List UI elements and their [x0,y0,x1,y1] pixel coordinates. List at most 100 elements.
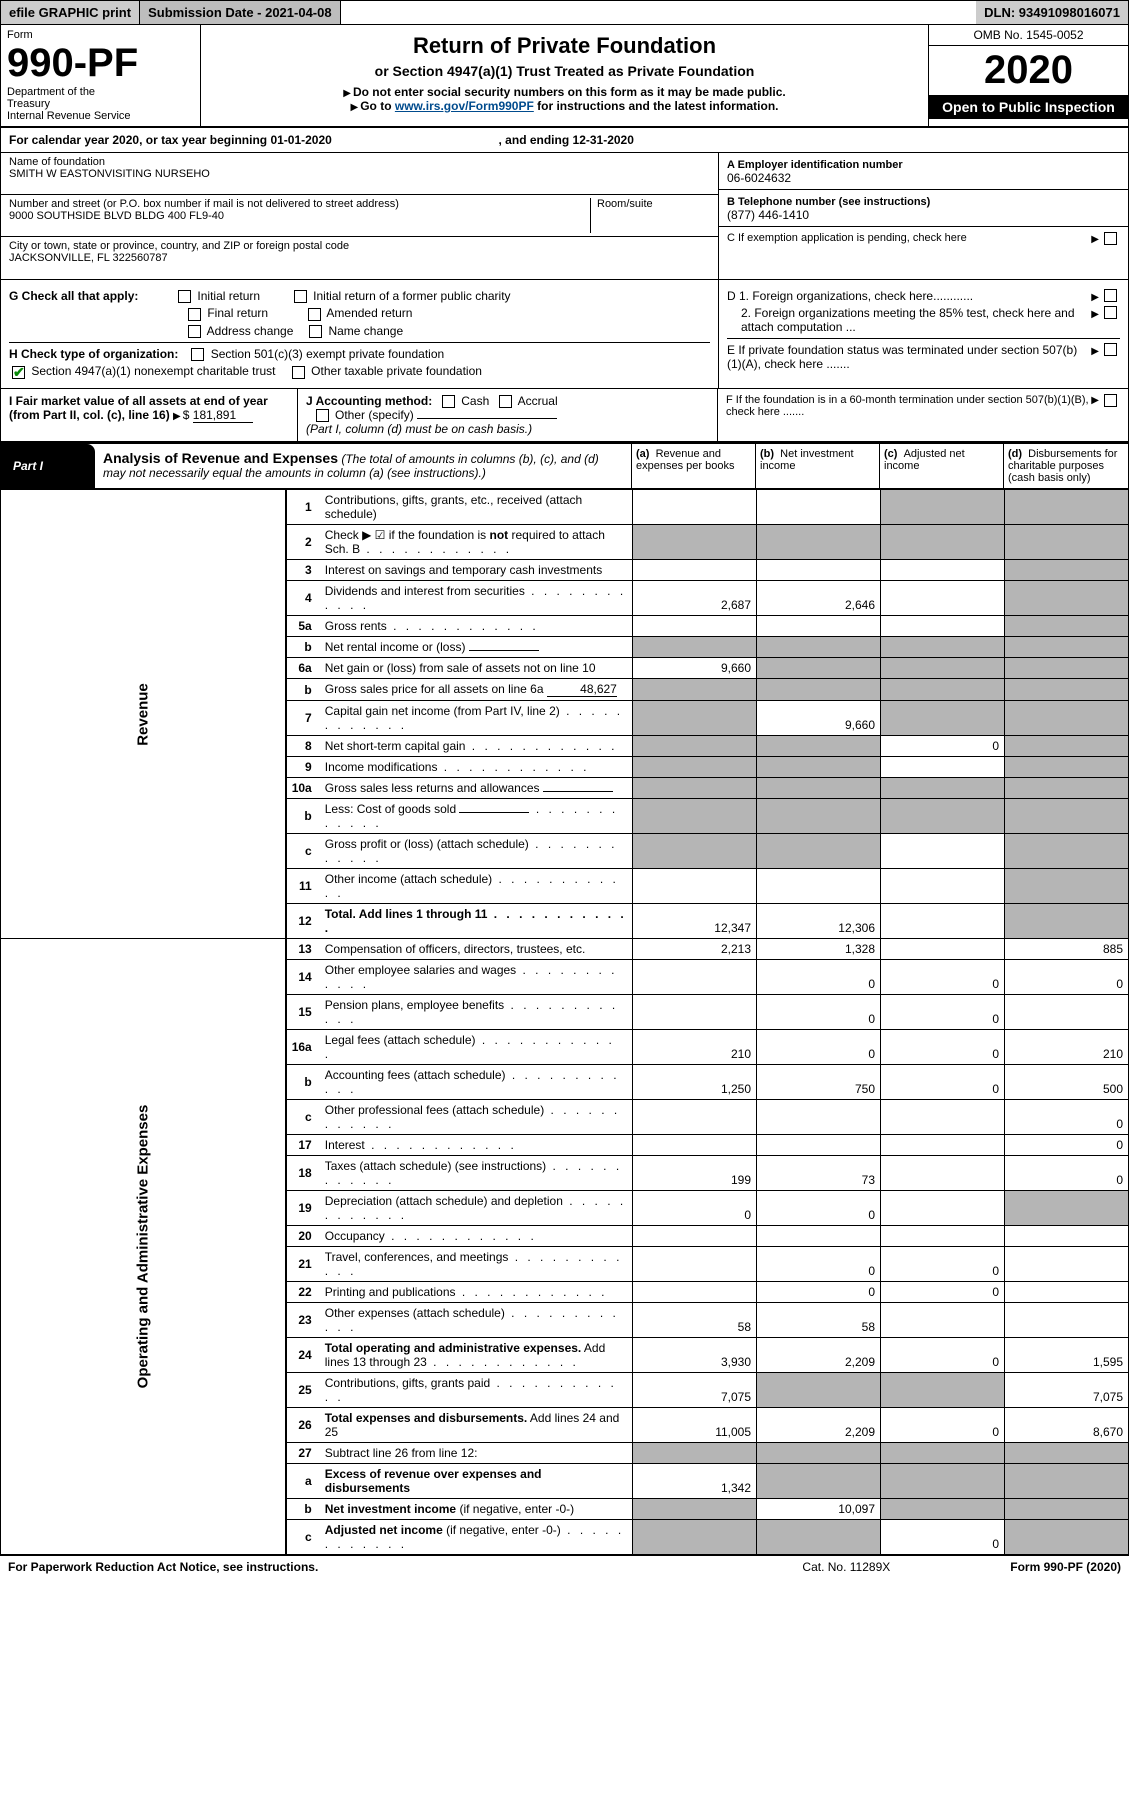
i-j-f-row: I Fair market value of all assets at end… [0,389,1129,443]
h1-checkbox[interactable] [191,348,204,361]
note-link-line: Go to www.irs.gov/Form990PF for instruct… [221,99,908,113]
city-cell: City or town, state or province, country… [1,237,718,279]
line-num: b [286,679,320,701]
h3-checkbox[interactable] [292,366,305,379]
form-subtitle: or Section 4947(a)(1) Trust Treated as P… [221,63,908,79]
omb-number: OMB No. 1545-0052 [929,25,1128,46]
phone-cell: B Telephone number (see instructions) (8… [719,190,1128,227]
line-desc: Total expenses and disbursements. Add li… [320,1408,633,1443]
line-num: 3 [286,560,320,581]
i-section: I Fair market value of all assets at end… [1,389,298,442]
j-other-checkbox[interactable] [316,409,329,422]
g-section: G Check all that apply: Initial return I… [1,280,718,388]
header-left: Form 990-PF Department of theTreasuryInt… [1,25,201,126]
e-label: E If private foundation status was termi… [727,343,1091,371]
line-desc: Gross profit or (loss) (attach schedule) [320,834,633,869]
line-desc: Pension plans, employee benefits [320,995,633,1030]
line-num: 26 [286,1408,320,1443]
footer-cat: Cat. No. 11289X [802,1560,890,1574]
j-accr-checkbox[interactable] [499,395,512,408]
line-desc: Gross sales price for all assets on line… [320,679,633,701]
line-desc: Less: Cost of goods sold [320,799,633,834]
col-c: (c) Adjusted net income [880,444,1004,488]
part-desc: Analysis of Revenue and Expenses (The to… [95,444,632,488]
line-num: 1 [286,490,320,525]
j-label: J Accounting method: [306,394,432,408]
line-desc: Capital gain net income (from Part IV, l… [320,701,633,736]
c-cell: C If exemption application is pending, c… [719,227,1128,249]
address: 9000 SOUTHSIDE BLVD BLDG 400 FL9-40 [9,210,590,222]
line-desc: Excess of revenue over expenses and disb… [320,1464,633,1499]
room-label: Room/suite [597,198,710,210]
j-section: J Accounting method: Cash Accrual Other … [298,389,718,442]
line-num: 11 [286,869,320,904]
f-label: F If the foundation is in a 60-month ter… [726,394,1091,418]
g-amended-checkbox[interactable] [308,308,321,321]
line-desc: Income modifications [320,757,633,778]
footer-left: For Paperwork Reduction Act Notice, see … [8,1560,318,1574]
j-cash-checkbox[interactable] [442,395,455,408]
arrow-icon [1091,343,1101,371]
line-desc: Interest on savings and temporary cash i… [320,560,633,581]
j-cash-label: Cash [461,394,489,408]
g-former-checkbox[interactable] [294,290,307,303]
line-num: b [286,637,320,658]
h2-label: Section 4947(a)(1) nonexempt charitable … [31,364,275,378]
efile-label[interactable]: efile GRAPHIC print [1,1,140,24]
calendar-year-text: For calendar year 2020, or tax year begi… [1,128,1128,152]
line-num: 16a [286,1030,320,1065]
line-num: 7 [286,701,320,736]
g-addrchg-checkbox[interactable] [188,325,201,338]
g-opt-0: Initial return [197,289,260,303]
line-desc: Dividends and interest from securities [320,581,633,616]
phone-label: B Telephone number (see instructions) [727,196,930,208]
phone-value: (877) 446-1410 [727,208,1120,222]
line-num: a [286,1464,320,1499]
line-desc: Adjusted net income (if negative, enter … [320,1520,633,1555]
j-accr-label: Accrual [518,394,558,408]
g-label: G Check all that apply: [9,289,138,303]
open-public: Open to Public Inspection [929,95,1128,119]
identity-block: Name of foundation SMITH W EASTONVISITIN… [0,153,1129,280]
i-value: 181,891 [193,408,253,423]
irs-link[interactable]: www.irs.gov/Form990PF [395,99,534,113]
h2-checkbox[interactable] [12,366,25,379]
g-opt-2: Address change [207,324,294,338]
dln: DLN: 93491098016071 [976,1,1128,24]
g-opt-1: Final return [207,306,268,320]
d2-label: 2. Foreign organizations meeting the 85%… [741,306,1091,334]
g-final-checkbox[interactable] [188,308,201,321]
submission-date: Submission Date - 2021-04-08 [140,1,341,24]
line-desc: Subtract line 26 from line 12: [320,1443,633,1464]
e-checkbox[interactable] [1104,343,1117,356]
d1-checkbox[interactable] [1104,289,1117,302]
j-note: (Part I, column (d) must be on cash basi… [306,422,532,436]
line-desc: Contributions, gifts, grants paid [320,1373,633,1408]
line-num: c [286,1100,320,1135]
line-desc: Legal fees (attach schedule) [320,1030,633,1065]
line-num: 15 [286,995,320,1030]
g-opt-4: Amended return [326,306,412,320]
form-title: Return of Private Foundation [221,33,908,59]
foundation-name-cell: Name of foundation SMITH W EASTONVISITIN… [1,153,718,195]
dept-treasury: Department of theTreasuryInternal Revenu… [7,86,194,122]
line-num: 21 [286,1247,320,1282]
line-desc: Contributions, gifts, grants, etc., rece… [320,490,633,525]
line-num: c [286,1520,320,1555]
line-desc: Net investment income (if negative, ente… [320,1499,633,1520]
line-desc: Check ▶ ☑ if the foundation is not requi… [320,525,633,560]
line-num: 14 [286,960,320,995]
part-header: Part I Analysis of Revenue and Expenses … [0,442,1129,489]
ein-cell: A Employer identification number 06-6024… [719,153,1128,190]
top-bar: efile GRAPHIC print Submission Date - 20… [0,0,1129,25]
f-checkbox[interactable] [1104,394,1117,407]
calendar-year-row: For calendar year 2020, or tax year begi… [0,126,1129,153]
line-desc: Taxes (attach schedule) (see instruction… [320,1156,633,1191]
address-cell: Number and street (or P.O. box number if… [1,195,718,237]
line-num: 20 [286,1226,320,1247]
g-namechg-checkbox[interactable] [309,325,322,338]
id-left: Name of foundation SMITH W EASTONVISITIN… [1,153,718,279]
d2-checkbox[interactable] [1104,306,1117,319]
c-checkbox[interactable] [1104,232,1117,245]
g-initial-checkbox[interactable] [178,290,191,303]
